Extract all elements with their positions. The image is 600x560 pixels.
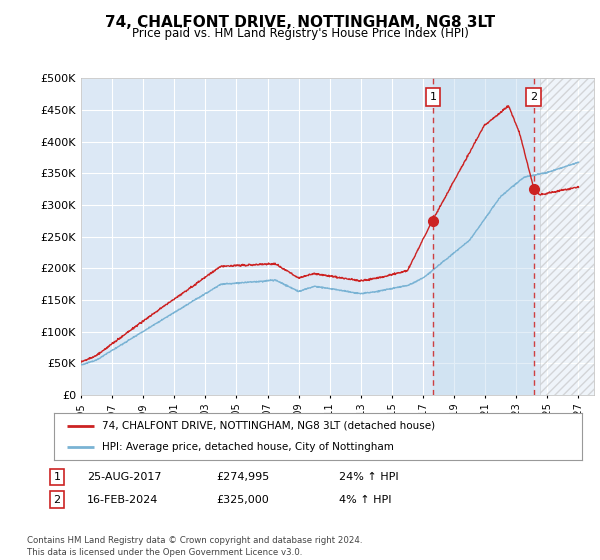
Text: 74, CHALFONT DRIVE, NOTTINGHAM, NG8 3LT: 74, CHALFONT DRIVE, NOTTINGHAM, NG8 3LT xyxy=(105,15,495,30)
Bar xyxy=(539,78,594,395)
Text: 25-AUG-2017: 25-AUG-2017 xyxy=(87,472,161,482)
Text: £274,995: £274,995 xyxy=(216,472,269,482)
Bar xyxy=(433,78,533,395)
Text: 74, CHALFONT DRIVE, NOTTINGHAM, NG8 3LT (detached house): 74, CHALFONT DRIVE, NOTTINGHAM, NG8 3LT … xyxy=(101,421,434,431)
Text: 24% ↑ HPI: 24% ↑ HPI xyxy=(339,472,398,482)
Text: 1: 1 xyxy=(430,92,437,102)
Text: £325,000: £325,000 xyxy=(216,494,269,505)
Text: 4% ↑ HPI: 4% ↑ HPI xyxy=(339,494,391,505)
Text: 16-FEB-2024: 16-FEB-2024 xyxy=(87,494,158,505)
Text: HPI: Average price, detached house, City of Nottingham: HPI: Average price, detached house, City… xyxy=(101,442,394,452)
Text: 1: 1 xyxy=(53,472,61,482)
Text: 2: 2 xyxy=(530,92,537,102)
Text: Price paid vs. HM Land Registry's House Price Index (HPI): Price paid vs. HM Land Registry's House … xyxy=(131,27,469,40)
Text: Contains HM Land Registry data © Crown copyright and database right 2024.
This d: Contains HM Land Registry data © Crown c… xyxy=(27,536,362,557)
Text: 2: 2 xyxy=(53,494,61,505)
